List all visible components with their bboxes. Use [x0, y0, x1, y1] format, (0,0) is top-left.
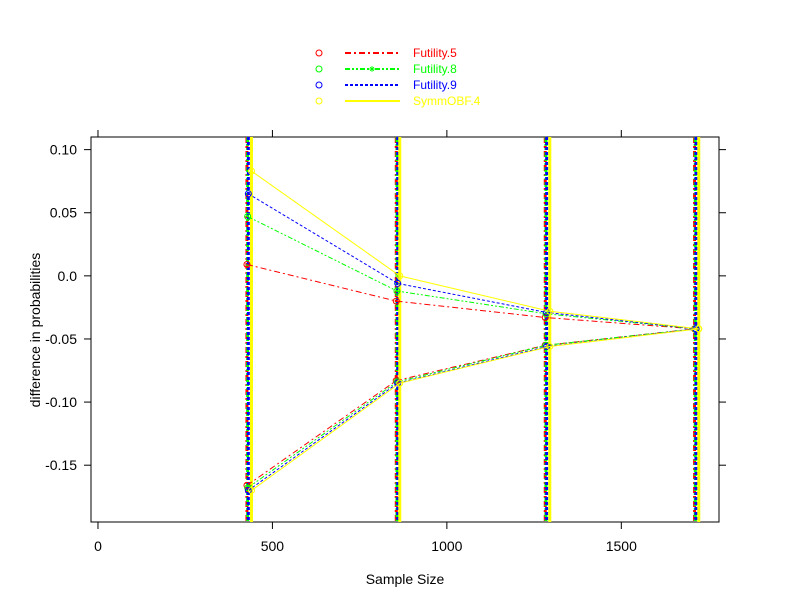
series-line-lower [251, 328, 699, 491]
data-point [394, 279, 402, 287]
data-point [243, 260, 251, 268]
data-point [541, 314, 549, 322]
x-tick-label: 0 [94, 538, 102, 554]
data-point [546, 307, 554, 315]
y-tick-label: 0.0 [58, 268, 78, 284]
legend-label: Futility.9 [413, 78, 457, 92]
data-point [695, 325, 703, 333]
series-line-upper [251, 170, 699, 330]
series-line-upper [247, 216, 696, 330]
y-axis-title: difference in probabilities [27, 253, 43, 408]
plot-marks [243, 137, 703, 522]
legend-marker [315, 81, 323, 89]
data-point [393, 287, 401, 295]
data-point [247, 486, 255, 494]
x-tick-label: 1500 [606, 538, 637, 554]
x-tick-label: 500 [261, 538, 285, 554]
x-axis-title: Sample Size [366, 571, 445, 587]
data-point [543, 308, 551, 316]
y-tick-label: -0.10 [45, 394, 77, 410]
y-tick-label: 0.05 [50, 205, 77, 221]
data-point [244, 213, 252, 221]
y-tick-label: -0.05 [45, 331, 77, 347]
series-line-upper [246, 264, 695, 330]
series-line-lower [247, 328, 696, 489]
legend-marker [315, 97, 323, 105]
x-tick-label: 1000 [431, 538, 462, 554]
series-line-lower [248, 328, 697, 491]
legend-marker [315, 49, 323, 57]
data-point [692, 325, 700, 333]
series-line-lower [246, 328, 695, 486]
plot-frame [90, 136, 720, 523]
series-line-upper [248, 193, 697, 330]
axes: 0 500 1000 1500 0.10 0.05 0.0 -0.05 -0.10 -0.15 [45, 130, 726, 554]
y-tick-label: -0.15 [45, 457, 77, 473]
data-point [244, 486, 252, 494]
legend-label: Futility.8 [413, 62, 457, 76]
y-tick-label: 0.10 [50, 142, 77, 158]
data-point [247, 167, 255, 175]
data-point [396, 272, 404, 280]
legend-label: Futility.5 [413, 46, 457, 60]
legend: Futility.5 Futility.8 Futility.9 SymmOBF.4 [315, 46, 481, 108]
legend-label: SymmOBF.4 [413, 94, 481, 108]
data-point [546, 343, 554, 351]
data-point [392, 297, 400, 305]
data-point [244, 190, 252, 198]
legend-line-marker [369, 66, 375, 72]
data-point [396, 379, 404, 387]
legend-marker [315, 65, 323, 73]
